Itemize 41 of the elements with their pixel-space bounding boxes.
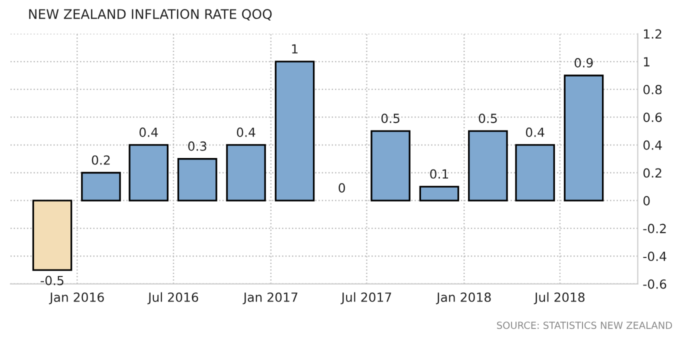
bar bbox=[32, 200, 72, 271]
y-tick-label: -0.4 bbox=[643, 252, 666, 262]
y-tick-label: 0.4 bbox=[643, 140, 662, 150]
data-label: 0.5 bbox=[478, 114, 497, 124]
data-label: 0.4 bbox=[526, 128, 544, 137]
chart-title: NEW ZEALAND INFLATION RATE QOQ bbox=[29, 9, 272, 21]
y-tick-label: -0.2 bbox=[643, 224, 666, 234]
source-note: SOURCE: STATISTICS NEW ZEALAND bbox=[497, 322, 672, 329]
bar bbox=[564, 74, 604, 202]
data-label: 0.4 bbox=[236, 128, 256, 137]
y-tick-label: -0.6 bbox=[643, 279, 666, 289]
data-label: 0 bbox=[338, 183, 345, 193]
x-tick-label: Jul 2017 bbox=[340, 292, 392, 304]
bar bbox=[515, 144, 555, 202]
x-tick-label: Jan 2018 bbox=[436, 292, 491, 304]
bar bbox=[226, 144, 266, 202]
x-tick-label: Jan 2016 bbox=[48, 292, 104, 304]
y-tick-label: 1 bbox=[644, 57, 650, 66]
bar bbox=[274, 60, 315, 202]
y-tick-label: 0.6 bbox=[643, 112, 662, 122]
data-label: 0.5 bbox=[381, 114, 400, 124]
y-tick-label: 1.2 bbox=[644, 29, 662, 39]
data-label: -0.5 bbox=[40, 276, 64, 286]
data-label: 0.1 bbox=[430, 169, 448, 179]
y-tick-label: 0.8 bbox=[643, 84, 662, 94]
y-tick-label: 0.2 bbox=[643, 168, 662, 178]
x-tick-label: Jan 2017 bbox=[242, 292, 298, 304]
data-label: 0.9 bbox=[574, 58, 593, 68]
y-tick-label: 0 bbox=[643, 196, 650, 206]
data-label: 0.3 bbox=[188, 141, 206, 151]
bar bbox=[128, 144, 169, 202]
bar bbox=[419, 186, 460, 202]
bar bbox=[468, 130, 508, 202]
bar bbox=[81, 172, 121, 202]
data-label: 0.4 bbox=[140, 128, 158, 137]
x-tick-label: Jul 2018 bbox=[534, 292, 585, 304]
bar bbox=[177, 158, 218, 202]
bar bbox=[370, 130, 410, 202]
x-tick-label: Jul 2016 bbox=[147, 292, 198, 304]
data-label: 1 bbox=[292, 44, 298, 54]
data-label: 0.2 bbox=[92, 155, 110, 165]
